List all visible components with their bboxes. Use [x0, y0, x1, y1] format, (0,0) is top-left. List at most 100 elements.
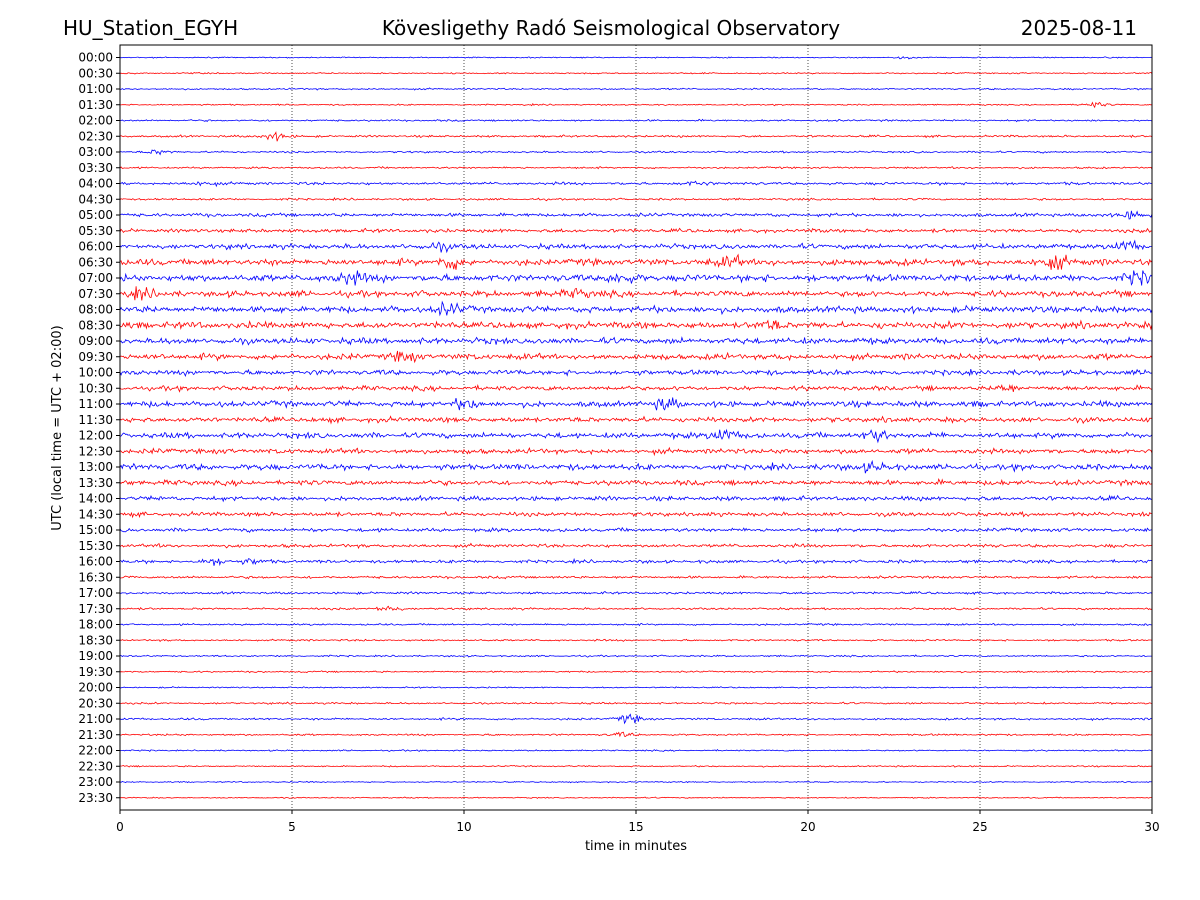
trace-0130	[119, 101, 1153, 109]
y-tick-label: 08:00	[78, 303, 113, 317]
trace-0730	[119, 286, 1153, 301]
y-tick-label: 12:00	[78, 429, 113, 443]
y-tick-label: 15:30	[78, 539, 113, 553]
y-tick-label: 19:00	[78, 649, 113, 663]
trace-0830	[119, 319, 1153, 331]
trace-2100	[119, 713, 1153, 725]
y-tick-label: 13:00	[78, 460, 113, 474]
x-tick-label: 15	[628, 820, 643, 834]
trace-1830	[119, 638, 1153, 643]
y-tick-label: 05:00	[78, 208, 113, 222]
x-tick-label: 20	[800, 820, 815, 834]
y-tick-label: 11:00	[78, 397, 113, 411]
trace-0530	[119, 227, 1153, 234]
y-tick-label: 20:30	[78, 696, 113, 710]
y-tick-label: 16:30	[78, 570, 113, 584]
trace-2330	[119, 796, 1152, 799]
trace-0600	[119, 239, 1153, 254]
y-tick-label: 09:30	[78, 350, 113, 364]
plot-frame	[119, 44, 1153, 811]
x-tick-label: 10	[456, 820, 471, 834]
grid-lines	[291, 45, 981, 810]
y-tick-label: 21:30	[78, 728, 113, 742]
y-axis-label: UTC (local time = UTC + 02:00)	[50, 325, 65, 530]
y-tick-label: 00:30	[78, 66, 113, 80]
trace-1600	[119, 557, 1153, 567]
y-tick-label: 17:00	[78, 586, 113, 600]
trace-1700	[120, 590, 1153, 596]
trace-1230	[119, 446, 1153, 457]
y-tick-label: 14:30	[78, 507, 113, 521]
y-tick-label: 01:00	[78, 82, 113, 96]
y-tick-label: 14:00	[78, 492, 113, 506]
y-tick-label: 11:30	[78, 413, 113, 427]
y-tick-label: 09:00	[78, 334, 113, 348]
trace-1000	[119, 368, 1153, 377]
trace-1730	[120, 605, 1153, 612]
trace-0000	[119, 56, 1153, 60]
station-name: HU_Station_EGYH	[63, 16, 238, 40]
y-tick-label: 07:30	[78, 287, 113, 301]
x-tick-label: 25	[972, 820, 987, 834]
traces	[119, 56, 1153, 799]
trace-0700	[119, 270, 1153, 286]
trace-1030	[119, 383, 1153, 393]
trace-0430	[119, 197, 1153, 202]
trace-1400	[119, 494, 1153, 503]
x-axis-ticks: 0 5 10 15 20 25 30	[116, 810, 1160, 834]
trace-1100	[119, 397, 1153, 411]
trace-1800	[119, 622, 1153, 627]
y-tick-label: 06:00	[78, 240, 113, 254]
y-tick-label: 10:00	[78, 366, 113, 380]
y-tick-label: 02:00	[78, 114, 113, 128]
y-tick-label: 07:00	[78, 271, 113, 285]
trace-1130	[119, 415, 1153, 425]
trace-1900	[119, 654, 1152, 658]
trace-0930	[119, 350, 1153, 364]
x-tick-label: 0	[116, 820, 124, 834]
trace-1330	[119, 478, 1153, 488]
y-tick-label: 22:00	[78, 744, 113, 758]
y-tick-label: 19:30	[78, 665, 113, 679]
y-tick-label: 08:30	[78, 318, 113, 332]
y-tick-label: 20:00	[78, 681, 113, 695]
trace-0800	[119, 300, 1153, 317]
y-tick-label: 10:30	[78, 381, 113, 395]
trace-0230	[119, 131, 1153, 142]
y-tick-label: 02:30	[78, 129, 113, 143]
trace-1930	[119, 670, 1153, 674]
trace-0030	[119, 71, 1153, 75]
y-tick-label: 15:00	[78, 523, 113, 537]
trace-0630	[119, 253, 1153, 270]
chart-date: 2025-08-11	[1021, 16, 1137, 40]
x-tick-label: 30	[1144, 820, 1159, 834]
trace-2130	[119, 731, 1153, 738]
y-tick-label: 18:30	[78, 633, 113, 647]
trace-0300	[119, 149, 1153, 156]
y-tick-label: 04:00	[78, 177, 113, 191]
trace-2030	[119, 701, 1153, 705]
y-tick-label: 22:30	[78, 759, 113, 773]
trace-0200	[119, 118, 1153, 123]
x-axis-label: time in minutes	[585, 839, 687, 854]
trace-0500	[119, 210, 1153, 220]
trace-1530	[119, 542, 1153, 550]
x-tick-label: 5	[288, 820, 296, 834]
trace-1200	[119, 428, 1153, 444]
y-tick-label: 23:00	[78, 775, 113, 789]
trace-2300	[119, 780, 1153, 784]
y-tick-label: 06:30	[78, 255, 113, 269]
y-tick-label: 16:00	[78, 555, 113, 569]
y-tick-label: 13:30	[78, 476, 113, 490]
trace-0100	[119, 87, 1153, 91]
chart-title: Kövesligethy Radó Seismological Observat…	[382, 16, 840, 40]
y-tick-label: 23:30	[78, 791, 113, 805]
trace-0400	[120, 180, 1153, 188]
trace-1500	[119, 526, 1152, 533]
trace-1630	[119, 575, 1153, 580]
y-tick-label: 03:30	[78, 161, 113, 175]
y-tick-label: 17:30	[78, 602, 113, 616]
y-tick-label: 00:00	[78, 51, 113, 65]
trace-2000	[119, 686, 1153, 689]
